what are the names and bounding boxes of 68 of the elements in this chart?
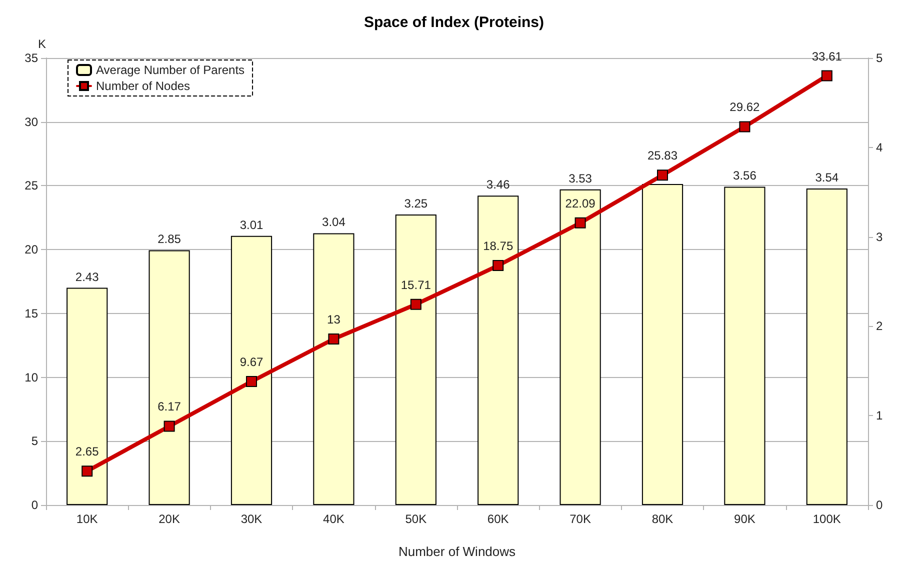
point [410, 298, 422, 310]
x-tick-label: 10K [76, 512, 98, 526]
y2-tick-label: 4 [876, 140, 883, 154]
legend-label: Number of Nodes [96, 79, 190, 93]
y-tick-label: 5 [31, 434, 38, 448]
bar [724, 186, 766, 505]
y-tick-label: 15 [24, 306, 38, 320]
point [82, 466, 93, 477]
x-tick-label: 20K [158, 512, 180, 526]
y-axis-title: K [38, 37, 46, 51]
data-label: 9.67 [240, 355, 264, 369]
data-label: 15.71 [400, 278, 432, 292]
point [492, 260, 504, 272]
y-tick-label: 20 [24, 242, 38, 257]
y2-tick-label: 5 [876, 51, 883, 65]
bar [148, 250, 190, 505]
x-tick-label: 30K [240, 512, 262, 526]
data-label: 13 [327, 312, 341, 326]
x-tick-label: 40K [323, 512, 344, 526]
data-label: 22.09 [565, 196, 596, 210]
point [657, 170, 668, 181]
bar [395, 214, 436, 505]
data-label: 2.65 [75, 444, 100, 459]
bar [560, 189, 601, 505]
data-label: 3.25 [404, 196, 428, 210]
data-label: 18.75 [483, 239, 514, 254]
x-tick-label: 90K [734, 512, 756, 526]
data-label: 2.85 [158, 232, 182, 246]
data-label: 3.54 [815, 170, 839, 185]
y2-tick-label: 1 [876, 408, 883, 423]
data-label: 3.01 [240, 218, 264, 232]
data-label: 29.62 [730, 100, 760, 114]
x-tick-label: 50K [405, 512, 427, 526]
point [164, 420, 175, 432]
point [328, 333, 340, 344]
bar [806, 188, 848, 505]
data-label: 2.43 [75, 270, 100, 284]
data-label: 6.17 [158, 400, 182, 414]
y2-tick-label: 2 [876, 319, 883, 334]
point [739, 121, 750, 132]
x-tick-label: 70K [570, 512, 591, 526]
data-label: 3.46 [486, 178, 510, 192]
bar [313, 233, 354, 505]
x-tick-label: 60K [487, 512, 509, 526]
x-axis-title: Number of Windows [398, 544, 516, 559]
data-label: 33.61 [812, 49, 842, 64]
y2-tick-label: 0 [876, 498, 883, 512]
point [821, 70, 832, 82]
x-tick-label: 80K [652, 512, 674, 526]
chart-title: Space of Index (Proteins) [364, 14, 544, 31]
data-label: 3.04 [322, 215, 346, 230]
data-label: 3.56 [733, 168, 757, 183]
x-tick-label: 100K [812, 512, 841, 526]
data-label: 3.53 [568, 171, 592, 186]
y-tick-label: 10 [24, 370, 38, 384]
legend-label: Average Number of Parents [96, 63, 245, 77]
y2-tick-label: 3 [876, 230, 883, 244]
point [246, 376, 257, 387]
bar [478, 196, 519, 505]
y-tick-label: 25 [24, 178, 38, 193]
point [574, 217, 586, 228]
y-tick-label: 35 [24, 51, 38, 65]
bar [66, 288, 108, 505]
bar [230, 236, 272, 505]
data-label: 25.83 [647, 148, 678, 163]
bar [642, 184, 684, 505]
y-tick-label: 0 [31, 498, 38, 512]
y-tick-label: 30 [24, 114, 38, 129]
